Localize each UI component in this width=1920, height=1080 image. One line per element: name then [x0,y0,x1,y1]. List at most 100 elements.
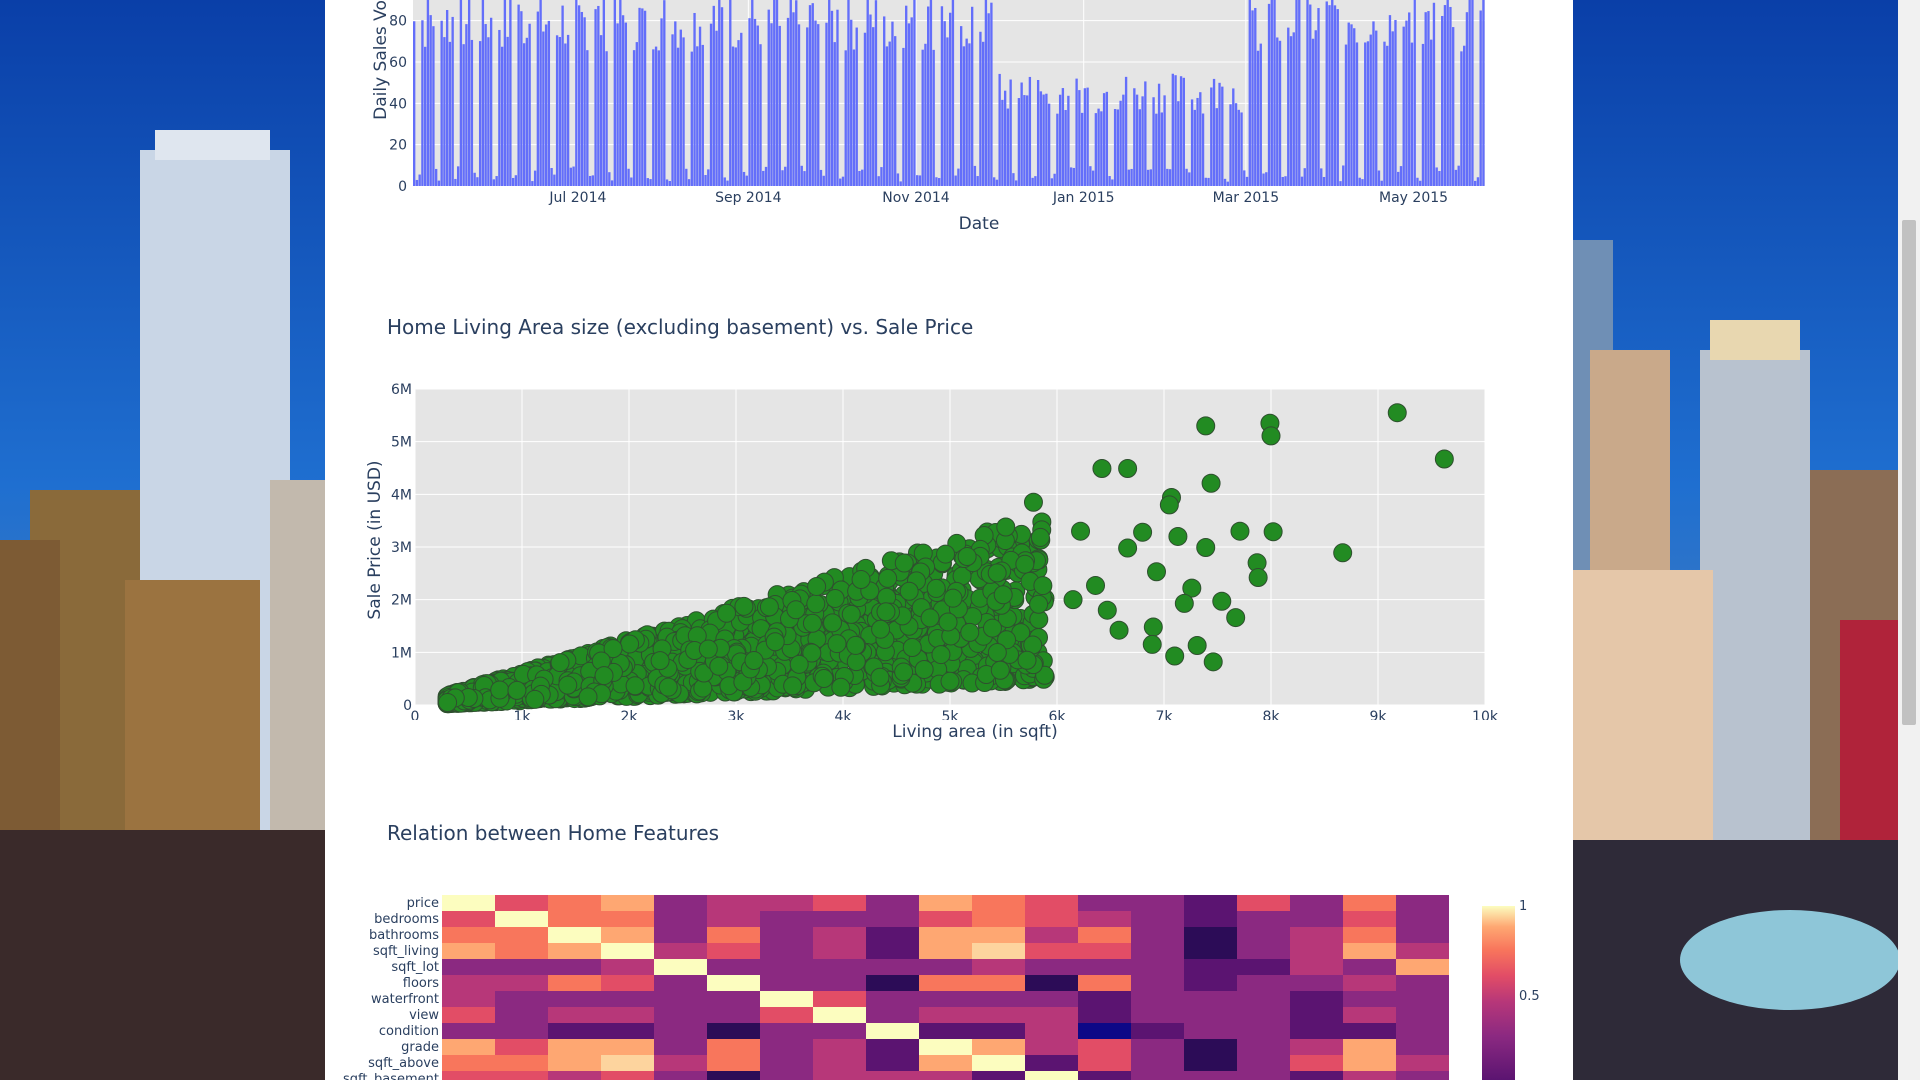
sales-bar [1314,30,1317,187]
sales-bar [500,46,504,187]
sales-bar [1152,97,1155,186]
heatmap-cell [1290,975,1343,991]
heatmap-cell [495,1071,548,1080]
bar-ytick-label: 60 [389,55,407,71]
scatter-point [870,667,890,687]
scatter-point [943,588,963,608]
sales-bar [616,23,619,187]
sales-bar [1303,168,1306,186]
heatmap-cell [1343,943,1396,959]
heatmap-cell [972,959,1025,975]
sales-bar [781,170,784,186]
heatmap-cell [919,1007,972,1023]
sales-bar [1053,173,1056,186]
feature-correlation-heatmap: pricebedroomsbathroomssqft_livingsqft_lo… [343,895,1540,1080]
sales-bar [861,169,864,186]
sales-bar [1012,173,1015,186]
heatmap-cell [1343,975,1396,991]
sales-bar [1322,176,1326,186]
heatmap-row-label: condition [379,1024,439,1039]
sales-bar [1388,15,1392,187]
sales-bar [748,18,751,186]
sales-bar [520,11,523,186]
sales-bar [792,12,795,187]
sales-bar [638,7,641,186]
scatter-ytick-label: 3M [391,540,412,556]
heatmap-cell [1290,895,1343,911]
heatmap-cell [1237,1039,1290,1055]
sales-bar [1212,78,1216,186]
sales-bar [583,17,586,187]
sales-bar [902,47,905,186]
vertical-scrollbar[interactable] [1898,0,1920,1080]
heatmap-cell [1396,1055,1449,1071]
scatter-point [802,643,822,663]
heatmap-cell [813,1071,866,1080]
sales-bar [1248,0,1251,187]
sales-bar [704,175,707,186]
heatmap-cell [1184,943,1237,959]
sales-bar [1163,95,1166,186]
sales-bar [707,169,710,186]
sales-bar [1245,176,1249,186]
sales-bar [1435,167,1438,186]
sales-bar [844,50,847,186]
heatmap-cell [1078,991,1131,1007]
sales-bar [1014,180,1018,186]
heatmap-cell [601,1055,654,1071]
sales-bar [478,41,482,186]
sales-bar [1003,90,1007,186]
scatter-ylabel: Sale Price (in USD) [365,460,385,620]
sales-bar [1204,177,1207,186]
heatmap-cell [919,895,972,911]
heatmap-cell [760,911,813,927]
scatter-point [825,588,845,608]
scatter-point [926,578,946,598]
sales-bar [575,0,578,187]
sales-bar [1394,20,1397,186]
scatter-point [841,604,861,624]
sales-bar [451,16,454,187]
scatter-point [987,563,1007,583]
sales-bar [533,170,537,186]
heatmap-cell [919,927,972,943]
sales-bar [899,181,902,186]
sales-bar [1292,32,1295,186]
sales-bar [1267,3,1271,187]
heatmap-cell [1343,959,1396,975]
heatmap-cell [866,911,919,927]
heatmap-cell [548,911,601,927]
sales-bar [1042,94,1045,186]
scrollbar-thumb[interactable] [1902,220,1916,725]
sales-bar [773,0,776,186]
scatter-point [936,544,956,564]
heatmap-cell [442,943,495,959]
sales-bar [627,168,630,186]
heatmap-cell [866,1023,919,1039]
heatmap-cell [760,927,813,943]
heatmap-cell [1184,927,1237,943]
scatter-point [802,613,822,633]
sales-bar [1215,108,1218,186]
heatmap-cell [495,895,548,911]
heatmap-cell [866,1039,919,1055]
heatmap-cell [654,943,707,959]
sales-bar [569,167,573,186]
sales-bar [1342,165,1345,186]
sales-bar [1196,97,1199,186]
scatter-point [650,651,670,671]
sales-bar [610,180,614,186]
sales-bar [440,20,443,186]
heatmap-cell [548,1055,601,1071]
scatter-point [1230,521,1250,541]
sales-bar [591,175,595,186]
heatmap-cell [707,991,760,1007]
sales-bar [957,168,960,186]
sales-bar [503,0,507,187]
sales-bar [1199,92,1202,186]
sales-bar [1424,12,1427,187]
sales-bar [1262,173,1265,186]
heatmap-cell [601,943,654,959]
heatmap-cell [813,895,866,911]
heatmap-cell [1078,975,1131,991]
